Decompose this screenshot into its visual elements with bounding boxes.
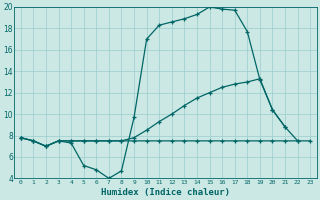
X-axis label: Humidex (Indice chaleur): Humidex (Indice chaleur): [101, 188, 230, 197]
